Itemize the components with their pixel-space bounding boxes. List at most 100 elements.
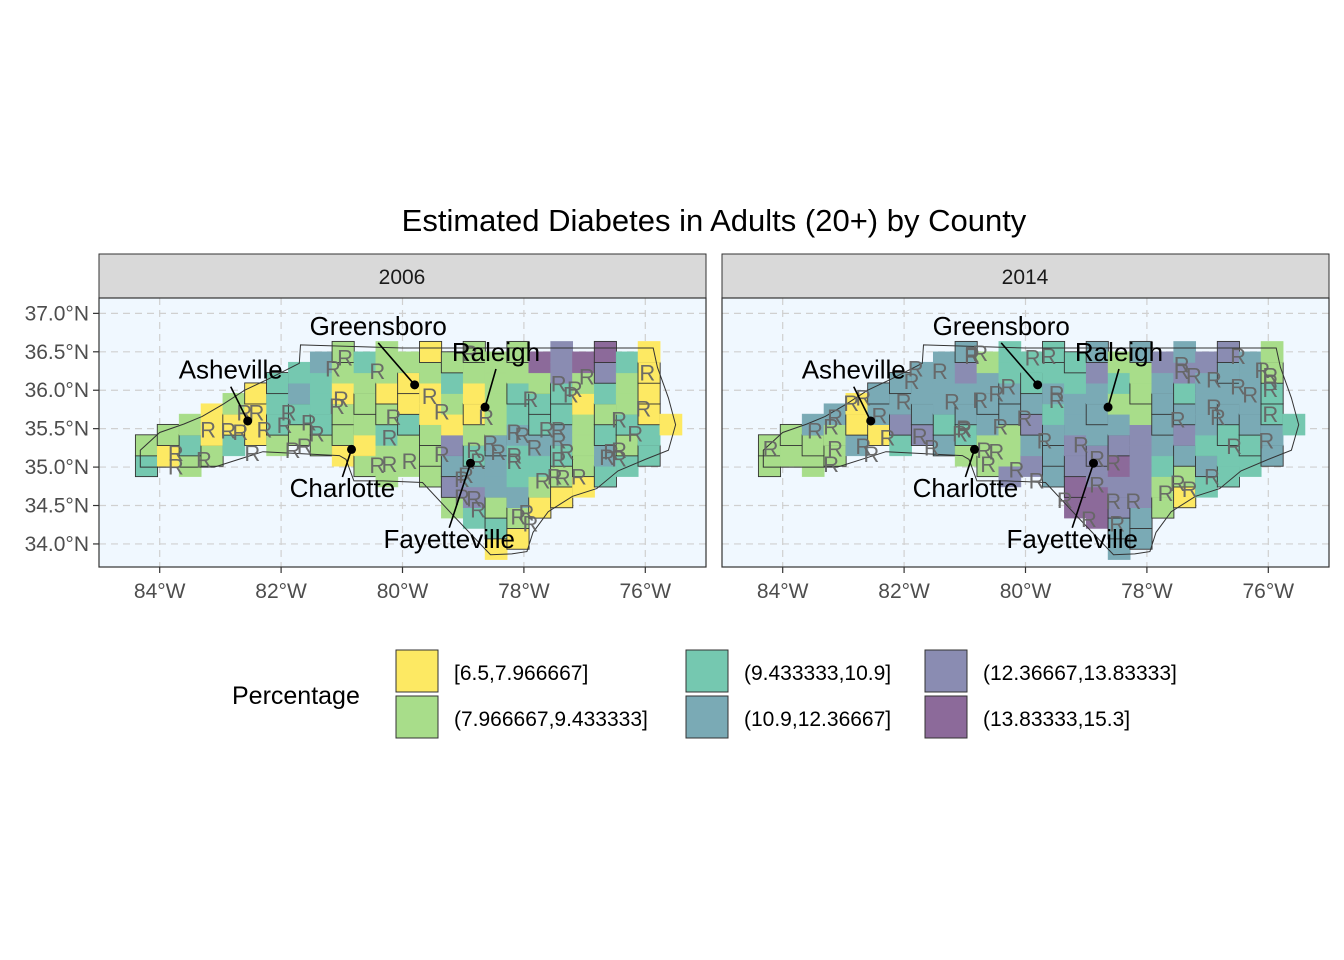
county-marker-r: R (1206, 395, 1222, 420)
legend-label: [6.5,7.966667] (454, 662, 588, 685)
x-tick-label: 78°W (1121, 580, 1173, 603)
county-marker-r: R (220, 419, 236, 444)
county-marker-r: R (639, 361, 655, 386)
county (615, 372, 639, 394)
county-marker-r: R (1242, 383, 1258, 408)
city-label: Greensboro (310, 311, 447, 341)
county-marker-r: R (567, 377, 583, 402)
county (594, 382, 617, 405)
county (1085, 424, 1109, 446)
county (375, 382, 399, 405)
county-marker-r: R (871, 403, 887, 428)
panel-strip (98, 253, 707, 299)
county (1064, 372, 1087, 394)
county-marker-r: R (932, 359, 948, 384)
county (910, 403, 934, 426)
county-marker-r: R (896, 390, 912, 415)
county-marker-r: R (1029, 468, 1045, 493)
county-marker-r: R (369, 453, 385, 478)
county-marker-r: R (952, 421, 968, 446)
county-marker-r: R (904, 369, 920, 394)
county-marker-r: R (1105, 450, 1121, 475)
county-marker-r: R (763, 437, 779, 462)
city-leader-line (1071, 462, 1095, 529)
city-leader-line (341, 449, 353, 478)
city-leader-line (1000, 342, 1039, 386)
county-marker-r: R (964, 343, 980, 368)
county-marker-r: R (563, 383, 579, 408)
county-marker-r: R (506, 420, 522, 445)
county-marker-r: R (248, 401, 264, 426)
county-marker-r: R (523, 511, 539, 536)
county (134, 455, 159, 478)
county-marker-r: R (309, 421, 325, 446)
county-marker-r: R (855, 385, 871, 410)
county-marker-r: R (1073, 432, 1089, 457)
county-marker-r: R (964, 344, 980, 369)
county-marker-r: R (329, 394, 345, 419)
county-map (134, 340, 683, 560)
city-point (1033, 380, 1043, 390)
county-marker-r: R (1262, 402, 1278, 427)
county (331, 423, 355, 446)
county-marker-r: R (599, 445, 615, 470)
county-marker-r: R (1186, 363, 1202, 388)
y-axis: 37.0°N 36.5°N 36.0°N 35.5°N 35.0°N 34.5°N 34.0… (25, 302, 99, 556)
county-marker-r: R (434, 442, 450, 467)
county-marker-r: R (627, 421, 643, 446)
county (1107, 372, 1131, 394)
y-tick-label: 36.5°N (25, 341, 89, 364)
county (1042, 465, 1066, 488)
county-marker-r: R (1105, 489, 1121, 514)
city-leader-line (448, 462, 472, 529)
county (441, 372, 464, 394)
x-tick-label: 78°W (498, 580, 550, 603)
county-marker-r: R (523, 387, 539, 412)
county-marker-r: R (381, 452, 397, 477)
county-marker-r: R (325, 356, 341, 381)
county-marker-r: R (478, 405, 494, 430)
legend-swatch (395, 695, 439, 739)
county-marker-r: R (603, 439, 619, 464)
county-marker-r: R (956, 416, 972, 441)
county-marker-r: R (1170, 471, 1186, 496)
county (1238, 455, 1262, 477)
city-leader-line (1107, 368, 1120, 408)
county-marker-r: R (1109, 511, 1125, 536)
county-marker-r: R (277, 413, 293, 438)
county-marker-r: R (297, 434, 313, 459)
county-marker-r: R (988, 381, 1004, 406)
county-marker-r: R (551, 428, 567, 453)
county-marker-r: R (579, 365, 595, 390)
county-marker-r: R (1182, 477, 1198, 502)
county (801, 455, 825, 477)
county-marker-r: R (301, 410, 317, 435)
city-point (480, 402, 490, 412)
county-marker-r: R (571, 464, 587, 489)
county (1064, 393, 1087, 415)
county-marker-r: R (510, 504, 526, 529)
county-marker-r: R (807, 419, 823, 444)
city-label: Raleigh (1075, 337, 1163, 367)
county (572, 413, 595, 436)
county-marker-r: R (980, 452, 996, 477)
county-marker-r: R (466, 438, 482, 463)
county-marker-r: R (976, 438, 992, 463)
legend-swatch (924, 649, 968, 693)
county-marker-r: R (1226, 434, 1242, 459)
y-tick-label: 34.5°N (25, 495, 89, 518)
county (1107, 413, 1131, 436)
county-marker-r: R (1057, 488, 1073, 513)
county-marker-r: R (1158, 481, 1174, 506)
county-marker-r: R (1025, 345, 1041, 370)
county (484, 496, 508, 519)
county-marker-r: R (988, 439, 1004, 464)
county-marker-r: R (956, 417, 972, 442)
county-marker-r: R (232, 420, 248, 445)
county (419, 465, 443, 488)
county-marker-r: R (490, 440, 506, 465)
panel-strip-label: 2014 (1002, 266, 1049, 289)
city-point (970, 444, 980, 454)
legend-label: (7.966667,9.433333] (454, 708, 648, 731)
